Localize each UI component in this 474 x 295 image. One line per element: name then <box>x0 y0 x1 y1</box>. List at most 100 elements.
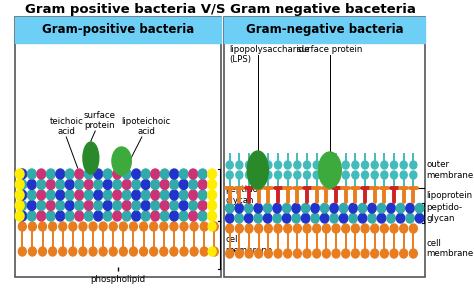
Circle shape <box>38 222 46 231</box>
Circle shape <box>150 247 158 256</box>
Circle shape <box>255 224 263 233</box>
Circle shape <box>65 169 74 179</box>
Circle shape <box>400 249 408 258</box>
Circle shape <box>292 203 301 213</box>
Circle shape <box>390 249 398 258</box>
Circle shape <box>208 222 216 231</box>
Circle shape <box>301 203 310 213</box>
Circle shape <box>381 224 388 233</box>
Circle shape <box>208 169 217 179</box>
Circle shape <box>151 201 160 211</box>
Circle shape <box>226 213 234 223</box>
Circle shape <box>322 224 330 233</box>
Circle shape <box>235 213 244 223</box>
Circle shape <box>255 171 262 179</box>
Circle shape <box>274 224 282 233</box>
Circle shape <box>332 224 340 233</box>
Circle shape <box>94 211 103 221</box>
Text: phospholipid: phospholipid <box>91 275 146 284</box>
Circle shape <box>94 190 103 200</box>
Text: Gram-negative bacteria: Gram-negative bacteria <box>246 24 403 37</box>
Circle shape <box>79 247 87 256</box>
Circle shape <box>37 201 46 211</box>
Circle shape <box>56 179 64 189</box>
Circle shape <box>160 247 168 256</box>
Circle shape <box>49 247 56 256</box>
Circle shape <box>208 190 217 200</box>
Circle shape <box>189 169 198 179</box>
Circle shape <box>189 201 198 211</box>
Circle shape <box>294 161 301 169</box>
Circle shape <box>410 249 417 258</box>
Circle shape <box>208 211 217 221</box>
Circle shape <box>400 161 407 169</box>
Circle shape <box>208 201 217 211</box>
Circle shape <box>180 247 188 256</box>
Circle shape <box>339 203 348 213</box>
Bar <box>15 17 221 277</box>
Circle shape <box>56 201 64 211</box>
Circle shape <box>330 213 338 223</box>
Circle shape <box>274 171 282 179</box>
Circle shape <box>400 171 407 179</box>
Circle shape <box>132 201 141 211</box>
Circle shape <box>210 247 218 256</box>
Circle shape <box>27 179 36 189</box>
Circle shape <box>236 171 243 179</box>
Circle shape <box>113 179 122 189</box>
Circle shape <box>320 213 329 223</box>
Circle shape <box>349 213 357 223</box>
Circle shape <box>75 179 83 189</box>
Circle shape <box>37 190 46 200</box>
Text: cell
membrane: cell membrane <box>427 239 474 258</box>
Circle shape <box>410 171 417 179</box>
Circle shape <box>342 249 350 258</box>
Circle shape <box>84 211 93 221</box>
Circle shape <box>284 171 291 179</box>
Circle shape <box>141 190 150 200</box>
Circle shape <box>141 169 150 179</box>
Circle shape <box>160 222 168 231</box>
Circle shape <box>103 201 112 211</box>
Circle shape <box>387 203 395 213</box>
Circle shape <box>390 224 398 233</box>
Circle shape <box>198 211 207 221</box>
Circle shape <box>273 203 282 213</box>
Text: cell
membrane: cell membrane <box>225 235 273 255</box>
Circle shape <box>170 190 179 200</box>
Circle shape <box>179 211 188 221</box>
Circle shape <box>313 249 320 258</box>
Circle shape <box>245 224 253 233</box>
Circle shape <box>119 222 128 231</box>
Circle shape <box>46 190 55 200</box>
Circle shape <box>264 249 273 258</box>
Circle shape <box>371 224 379 233</box>
Circle shape <box>122 179 131 189</box>
Circle shape <box>200 222 208 231</box>
Circle shape <box>200 247 208 256</box>
Circle shape <box>140 247 147 256</box>
Circle shape <box>18 211 27 221</box>
Circle shape <box>189 190 198 200</box>
Circle shape <box>254 203 263 213</box>
Circle shape <box>129 222 137 231</box>
Circle shape <box>313 171 320 179</box>
Circle shape <box>15 169 24 179</box>
Circle shape <box>170 169 179 179</box>
Circle shape <box>198 201 207 211</box>
Circle shape <box>226 203 234 213</box>
Circle shape <box>293 224 301 233</box>
Circle shape <box>303 224 311 233</box>
Circle shape <box>113 211 122 221</box>
Circle shape <box>113 201 122 211</box>
Circle shape <box>226 161 233 169</box>
Circle shape <box>396 213 405 223</box>
Circle shape <box>46 179 55 189</box>
Circle shape <box>226 171 233 179</box>
Circle shape <box>103 169 112 179</box>
Circle shape <box>132 211 141 221</box>
Circle shape <box>170 247 178 256</box>
Circle shape <box>264 224 273 233</box>
Circle shape <box>323 161 330 169</box>
Circle shape <box>141 201 150 211</box>
